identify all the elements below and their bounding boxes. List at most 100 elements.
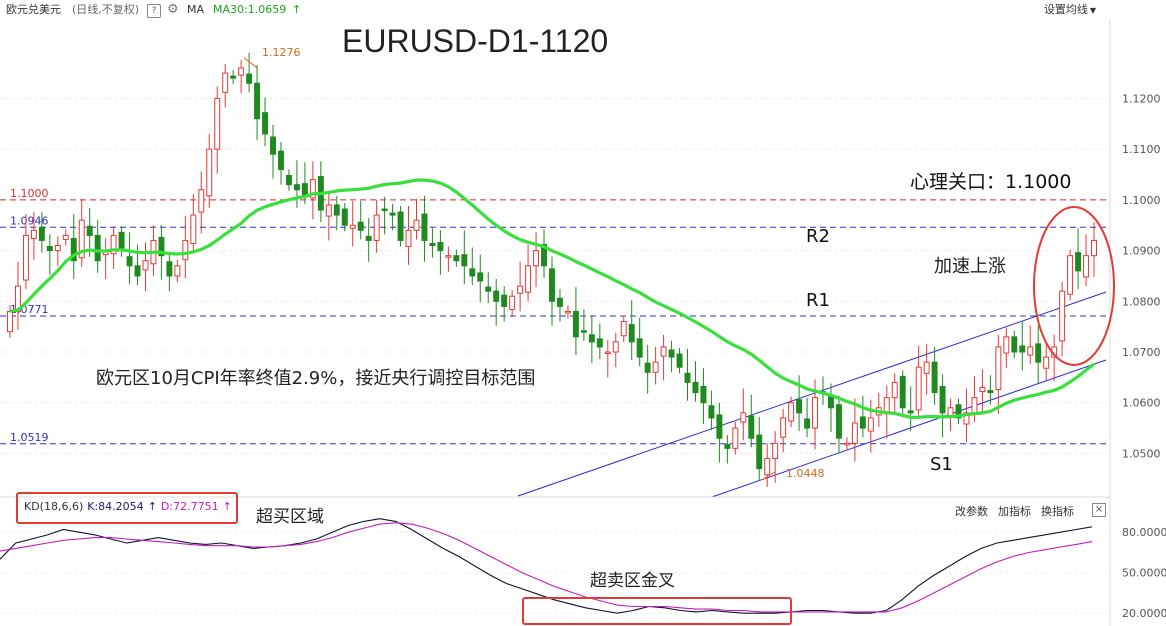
candle-body (740, 412, 747, 423)
candle-body (947, 407, 954, 417)
candle-body (341, 208, 348, 226)
candle-body (30, 229, 37, 239)
kd-tick-label: 20.0000 (1122, 607, 1166, 620)
candle-body (859, 416, 866, 429)
candle-body (708, 405, 715, 419)
candle-body (86, 225, 93, 236)
candle-body (843, 442, 850, 446)
candle-body (915, 366, 922, 411)
price-axis: 1.0500 1.0600 1.0700 1.0800 1.0900 1.1000 1.11… (1109, 20, 1161, 626)
level-label: 1.0519 (10, 431, 49, 444)
candle-body (676, 353, 683, 368)
candle-body (1091, 239, 1097, 257)
kd-toolbar: 改参数 加指标 换指标 (955, 503, 1084, 519)
k-value: K:84.2054 (87, 500, 144, 513)
candle-body (1027, 346, 1034, 356)
candle-body (572, 310, 579, 338)
chevron-down-icon: ▼ (1089, 6, 1096, 15)
y-tick-label: 1.0600 (1122, 397, 1161, 410)
candle-body (517, 285, 524, 294)
candle-body (349, 224, 356, 229)
candle-body (692, 381, 699, 394)
candle-body (1011, 336, 1018, 353)
candle-body (525, 265, 532, 293)
candle-body (509, 295, 516, 310)
candle-body (373, 214, 380, 241)
candle-body (923, 361, 930, 374)
candle-body (493, 290, 500, 302)
candle-body (94, 234, 101, 262)
candle-body (764, 458, 771, 476)
y-tick-label: 1.0500 (1122, 447, 1161, 460)
oversold-cross-label: 超卖区金叉 (590, 571, 675, 591)
candle-body (70, 237, 77, 262)
level-label: 1.0946 (10, 214, 49, 227)
settings-ma-button[interactable]: 设置均线 ▼ (1044, 0, 1096, 21)
candle-body (668, 349, 675, 358)
candle-body (365, 235, 372, 241)
candle-body (301, 183, 308, 196)
gear-icon[interactable]: ⚙ (167, 2, 179, 17)
level-label: 1.1000 (10, 187, 49, 200)
candle-body (405, 229, 412, 248)
candle-body (501, 294, 508, 307)
candle-body (899, 375, 906, 409)
candle-body (1075, 252, 1082, 272)
candle-body (293, 184, 300, 191)
candle-body (254, 82, 261, 120)
candle-body (230, 75, 237, 79)
low-price-label: 1.0448 (786, 467, 825, 480)
candle-body (987, 390, 994, 394)
candle-body (389, 212, 396, 216)
candle-body (931, 361, 938, 394)
candle-body (812, 397, 819, 429)
candle-body (604, 351, 611, 355)
kd-lines (0, 518, 1093, 614)
candle-body (963, 412, 970, 425)
candle-body (166, 261, 173, 277)
edit-params-button[interactable]: 改参数 (955, 505, 988, 518)
candle-body (429, 242, 436, 247)
kd-annotations: 超买区域 超卖区金叉 (256, 507, 792, 625)
candle-body (238, 67, 245, 76)
candle-body (652, 361, 659, 373)
candle-body (580, 330, 587, 333)
ma30-up-arrow-icon: ↑ (292, 3, 302, 16)
candle-body (804, 418, 811, 429)
candle-body (333, 204, 340, 216)
y-tick-label: 1.1200 (1122, 92, 1161, 105)
candle-body (835, 404, 842, 439)
candle-body (118, 231, 125, 252)
help-icon[interactable]: ? (147, 4, 161, 18)
candle-body (772, 442, 779, 460)
d-up-arrow-icon: ↑ (222, 500, 232, 513)
candle-body (174, 265, 181, 277)
candle-body (182, 239, 189, 261)
add-indicator-button[interactable]: 加指标 (998, 505, 1031, 518)
settings-ma-label: 设置均线 (1043, 3, 1088, 16)
y-tick-label: 1.1000 (1122, 194, 1161, 207)
candle-body (78, 219, 85, 259)
k-up-arrow-icon: ↑ (147, 500, 157, 513)
candle-body (564, 310, 571, 314)
candle-body (995, 346, 1002, 391)
ma-label[interactable]: MA (187, 3, 205, 16)
candle-body (612, 341, 619, 353)
candle-body (684, 372, 691, 383)
candle-body (357, 221, 364, 231)
candle-body (485, 286, 492, 292)
close-icon[interactable]: × (1092, 503, 1106, 517)
candle-body (716, 414, 723, 439)
switch-indicator-button[interactable]: 换指标 (1041, 505, 1074, 518)
candle-body (469, 268, 476, 277)
candle-body (437, 241, 444, 252)
candle-body (461, 254, 468, 267)
candle-body (214, 97, 221, 150)
candle-body (636, 338, 643, 358)
candle-body (477, 272, 484, 282)
overbought-label: 超买区域 (256, 507, 324, 527)
candle-body (413, 219, 420, 231)
chart-title: EURUSD-D1-1120 (342, 23, 608, 59)
candle-body (971, 397, 978, 414)
